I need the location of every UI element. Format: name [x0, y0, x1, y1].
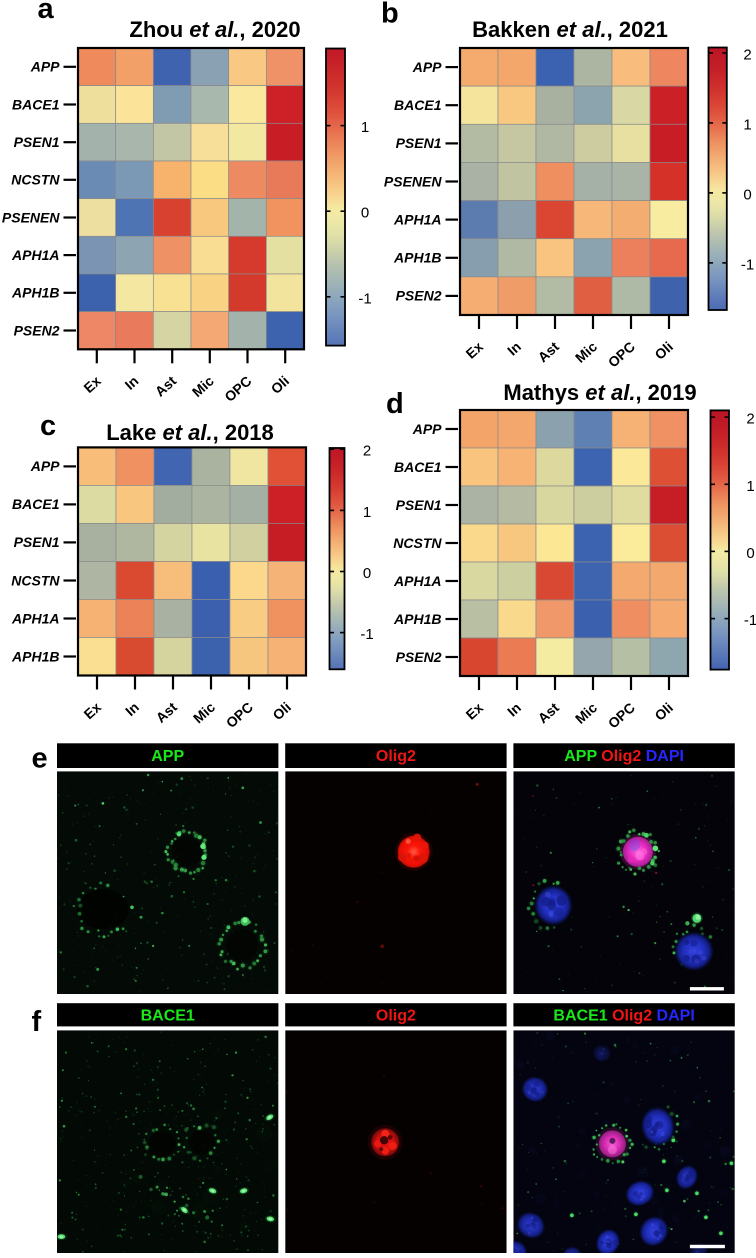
svg-text:2: 2 [746, 411, 754, 428]
svg-text:BACE1: BACE1 [394, 459, 442, 475]
svg-text:PSEN2: PSEN2 [14, 322, 60, 338]
svg-text:Lake et al., 2018: Lake et al., 2018 [106, 420, 274, 445]
svg-text:APP: APP [412, 421, 442, 437]
svg-text:Zhou et al., 2020: Zhou et al., 2020 [129, 17, 300, 42]
svg-text:BACE1: BACE1 [12, 96, 60, 112]
svg-text:1: 1 [363, 504, 371, 521]
svg-text:0: 0 [746, 545, 754, 562]
svg-text:BACE1: BACE1 [394, 97, 442, 113]
svg-text:BACE1 Olig2 DAPI: BACE1 Olig2 DAPI [553, 1007, 694, 1024]
svg-text:PSEN2: PSEN2 [396, 649, 442, 665]
svg-text:1: 1 [361, 119, 369, 136]
svg-text:0: 0 [361, 205, 369, 222]
svg-text:1: 1 [743, 116, 751, 133]
svg-text:PSEN1: PSEN1 [14, 134, 60, 150]
svg-text:2: 2 [743, 46, 751, 63]
svg-text:PSEN2: PSEN2 [396, 288, 442, 304]
svg-text:PSEN1: PSEN1 [396, 135, 442, 151]
svg-text:-1: -1 [360, 626, 373, 643]
svg-text:APH1A: APH1A [11, 610, 59, 626]
svg-text:c: c [40, 410, 56, 442]
svg-text:APP: APP [412, 59, 442, 75]
svg-text:0: 0 [363, 565, 371, 582]
svg-text:2: 2 [363, 443, 371, 460]
svg-text:b: b [381, 0, 399, 30]
svg-text:BACE1: BACE1 [141, 1007, 195, 1024]
svg-text:Mathys et al., 2019: Mathys et al., 2019 [503, 380, 696, 405]
svg-text:-1: -1 [744, 612, 756, 629]
svg-text:APH1B: APH1B [11, 648, 59, 664]
svg-text:Bakken et al., 2021: Bakken et al., 2021 [472, 17, 668, 42]
svg-text:APH1B: APH1B [11, 285, 59, 301]
svg-text:NCSTN: NCSTN [11, 172, 60, 188]
svg-text:PSEN1: PSEN1 [14, 534, 60, 550]
svg-text:e: e [32, 743, 48, 775]
svg-text:APP: APP [30, 59, 60, 75]
svg-text:-1: -1 [358, 290, 371, 307]
svg-text:1: 1 [746, 478, 754, 495]
svg-text:-1: -1 [741, 256, 754, 273]
svg-text:PSENEN: PSENEN [384, 173, 442, 189]
svg-text:APH1A: APH1A [393, 573, 441, 589]
svg-text:PSEN1: PSEN1 [396, 497, 442, 513]
svg-text:APP: APP [151, 748, 184, 765]
svg-text:NCSTN: NCSTN [11, 572, 60, 588]
svg-text:APH1B: APH1B [393, 611, 441, 627]
svg-text:BACE1: BACE1 [12, 496, 60, 512]
svg-text:APH1A: APH1A [11, 247, 59, 263]
svg-text:APP: APP [30, 458, 60, 474]
svg-text:Olig2: Olig2 [376, 1007, 416, 1024]
svg-text:APH1B: APH1B [393, 250, 441, 266]
svg-text:a: a [38, 0, 55, 25]
svg-text:Olig2: Olig2 [376, 748, 416, 765]
svg-text:APP Olig2 DAPI: APP Olig2 DAPI [564, 748, 684, 765]
svg-text:APH1A: APH1A [393, 211, 441, 227]
svg-text:f: f [32, 1006, 42, 1038]
svg-text:d: d [386, 388, 404, 420]
svg-text:0: 0 [743, 186, 751, 203]
svg-text:PSENEN: PSENEN [2, 209, 60, 225]
svg-text:NCSTN: NCSTN [393, 535, 442, 551]
